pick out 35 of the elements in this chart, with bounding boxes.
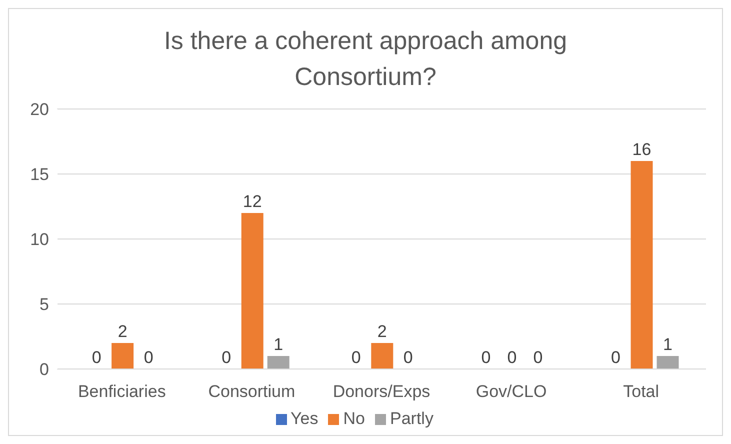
bar: [656, 356, 679, 369]
data-label: 0: [144, 348, 154, 367]
x-tick-label: Total: [623, 382, 660, 402]
bar: [630, 161, 653, 369]
bar: [371, 343, 394, 369]
y-tick-label: 0: [40, 360, 49, 380]
data-label: 2: [377, 322, 387, 341]
legend-label: No: [343, 409, 365, 428]
y-tick-label: 5: [40, 295, 49, 314]
x-tick-label: Benficiaries: [78, 382, 166, 402]
data-label: 12: [242, 192, 262, 211]
y-tick-label: 10: [30, 230, 49, 250]
x-tick-label: Gov/CLO: [476, 382, 547, 402]
x-tick-label: Donors/Exps: [332, 382, 430, 402]
data-label: 0: [533, 348, 543, 367]
data-label: 1: [663, 335, 672, 354]
data-label: 1: [274, 335, 284, 354]
data-label: 0: [611, 348, 620, 367]
data-label: 0: [92, 348, 102, 367]
chart-title: Is there a coherent approach among Consortium?: [162, 26, 568, 93]
data-label: 0: [481, 348, 491, 367]
data-label: 0: [222, 348, 232, 367]
bar: [241, 213, 264, 369]
data-label: 0: [351, 348, 361, 367]
data-label: 16: [632, 140, 652, 159]
data-label: 0: [507, 348, 517, 367]
x-tick-label: Consortium: [208, 382, 296, 402]
bar: [267, 356, 290, 369]
y-tick-label: 15: [30, 165, 49, 184]
bar: [112, 343, 134, 369]
data-label: 2: [118, 322, 128, 341]
legend-label: Yes: [290, 409, 318, 428]
legend-label: Partly: [390, 409, 434, 428]
y-tick-label: 20: [30, 100, 49, 120]
data-label: 0: [403, 348, 413, 367]
